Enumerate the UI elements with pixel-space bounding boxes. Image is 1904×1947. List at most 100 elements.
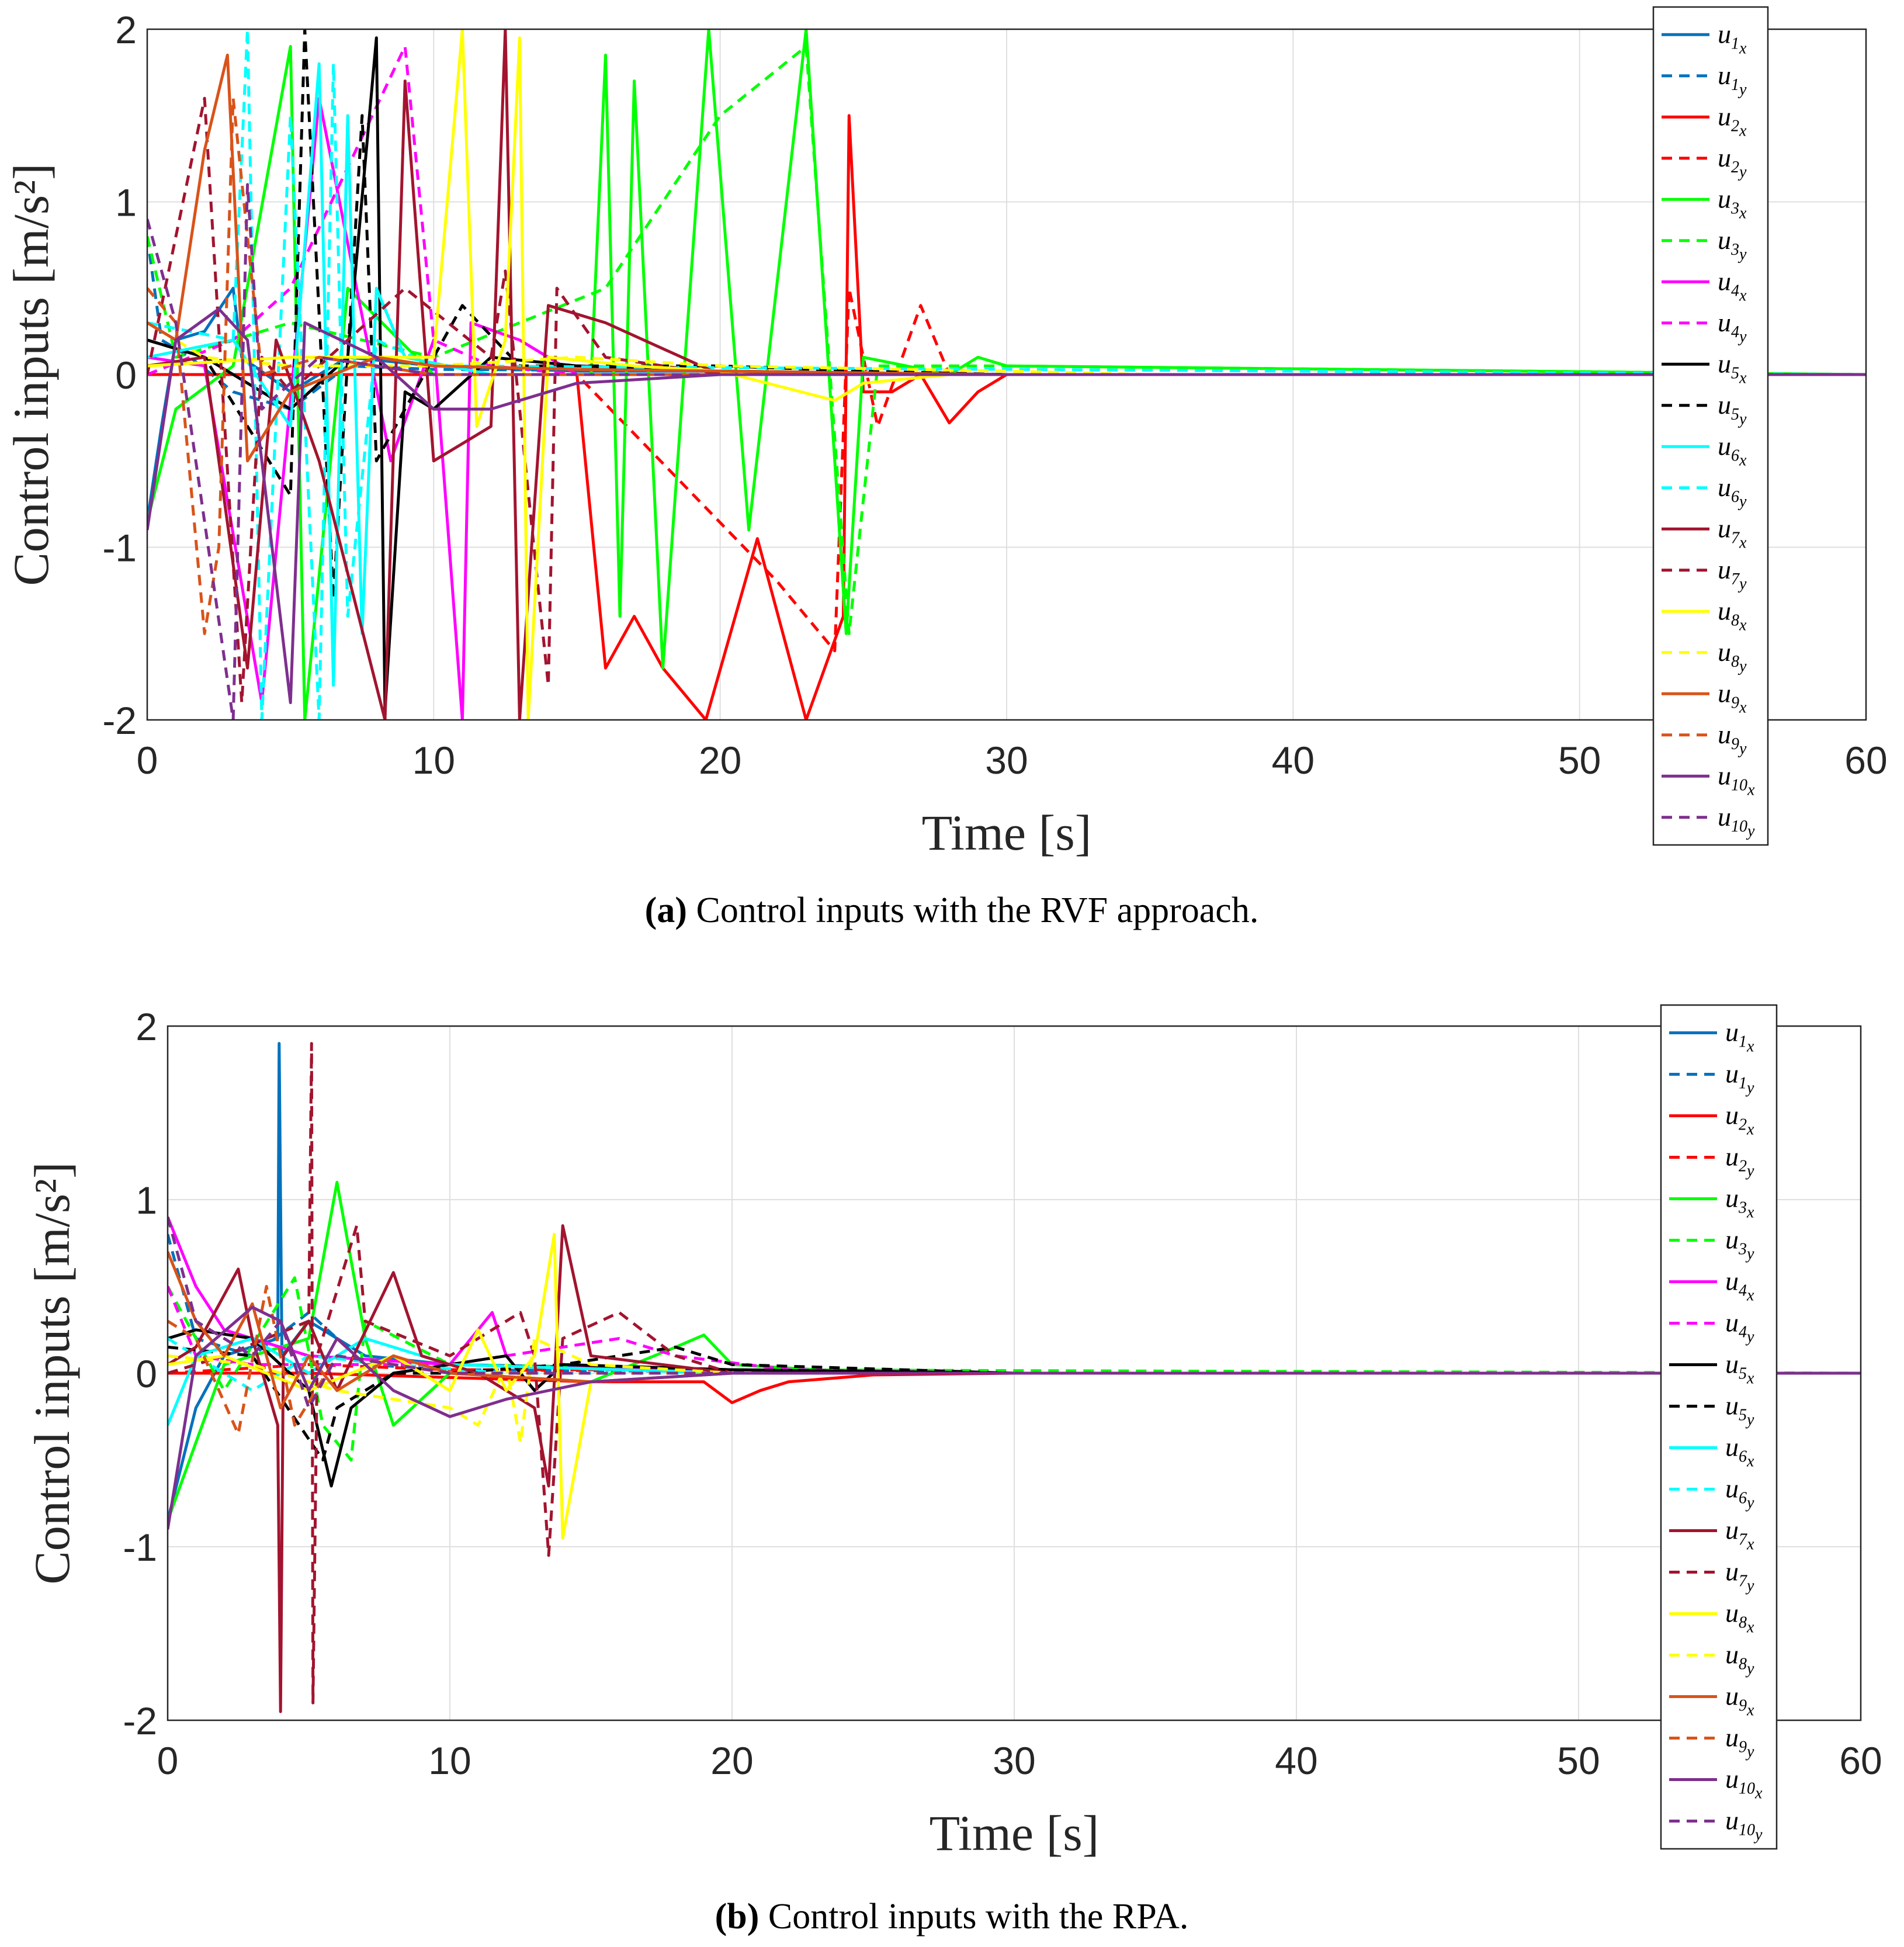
- legend-label-base: u: [1718, 225, 1731, 255]
- legend-label-u9x: u9x: [1718, 678, 1747, 716]
- legend-label-base: u: [1725, 1598, 1739, 1628]
- legend-label-axis: y: [1737, 328, 1747, 346]
- x-tick-label: 40: [1272, 739, 1315, 782]
- legend-label-index: 7: [1739, 1531, 1747, 1549]
- legend-label-index: 9: [1739, 1697, 1747, 1715]
- legend-label-u6y: u6y: [1718, 472, 1747, 511]
- legend-label-u8x: u8x: [1725, 1598, 1754, 1637]
- series-group: [168, 1042, 1861, 1713]
- legend-label-index: 7: [1731, 570, 1740, 588]
- legend-label-index: 4: [1731, 323, 1739, 341]
- legend-label-u9y: u9y: [1725, 1723, 1754, 1761]
- x-tick-label: 40: [1275, 1739, 1317, 1782]
- legend-label-u10x: u10x: [1725, 1764, 1763, 1803]
- legend-label-axis: y: [1737, 245, 1747, 264]
- legend-label-axis: x: [1746, 1287, 1754, 1305]
- legend-label-index: 3: [1738, 1241, 1747, 1259]
- legend-label-index: 3: [1730, 241, 1739, 259]
- legend-label-axis: y: [1753, 1826, 1763, 1844]
- legend-label-base: u: [1718, 183, 1731, 213]
- legend-label-base: u: [1725, 1764, 1739, 1794]
- legend-label-axis: y: [1745, 1743, 1754, 1761]
- legend-label-index: 1: [1739, 1033, 1747, 1051]
- y-tick-label: -2: [123, 1699, 157, 1742]
- x-tick-label: 50: [1558, 739, 1601, 782]
- legend-label-base: u: [1725, 1017, 1739, 1047]
- x-tick-label: 20: [699, 739, 741, 782]
- legend-label-axis: x: [1739, 39, 1747, 57]
- series-line-u8y: [168, 1337, 1861, 1444]
- legend-label-u2y: u2y: [1718, 143, 1747, 181]
- series-line-u9x: [147, 53, 1866, 463]
- legend-label-index: 5: [1731, 364, 1739, 382]
- legend-label-axis: x: [1739, 533, 1747, 552]
- caption-b-text: Control inputs with the RPA.: [759, 1897, 1188, 1936]
- legend-label-axis: x: [1739, 122, 1747, 140]
- legend-label-base: u: [1725, 1266, 1739, 1296]
- legend-label-axis: y: [1745, 1079, 1754, 1097]
- legend-label-base: u: [1725, 1640, 1739, 1669]
- legend-label-u1y: u1y: [1725, 1059, 1754, 1097]
- legend-label-u1x: u1x: [1725, 1017, 1754, 1056]
- legend-label-index: 8: [1739, 1614, 1747, 1632]
- legend-label-base: u: [1718, 555, 1731, 584]
- x-tick-label: 10: [412, 739, 455, 782]
- caption-b: (b) Control inputs with the RPA.: [715, 1897, 1189, 1936]
- legend-label-u3y: u3y: [1718, 225, 1747, 264]
- legend-label-axis: y: [1745, 1245, 1754, 1263]
- legend-label-base: u: [1718, 143, 1731, 172]
- y-tick-label: -1: [102, 526, 137, 570]
- legend-label-base: u: [1725, 1515, 1739, 1545]
- legend-label-axis: x: [1739, 616, 1747, 634]
- legend-label-index: 8: [1731, 653, 1739, 671]
- legend-label-u5y: u5y: [1718, 390, 1747, 428]
- y-tick-label: 1: [115, 181, 137, 224]
- legend-label-u3y: u3y: [1725, 1225, 1754, 1263]
- legend-label-index: 1: [1731, 34, 1739, 53]
- legend-label-base: u: [1718, 678, 1731, 708]
- x-axis-label: Time [s]: [930, 1805, 1100, 1861]
- legend-label-index: 9: [1731, 694, 1739, 712]
- series-line-u10x: [168, 1305, 1861, 1530]
- series-line-u10y: [147, 183, 1866, 720]
- legend-label-index: 3: [1738, 1199, 1747, 1217]
- legend-label-base: u: [1718, 390, 1731, 420]
- legend-label-index: 8: [1731, 611, 1739, 629]
- legend-label-axis: y: [1737, 740, 1747, 758]
- legend-label-u2x: u2x: [1718, 101, 1747, 140]
- legend-label-index: 9: [1731, 735, 1739, 753]
- legend-label-axis: y: [1737, 81, 1747, 99]
- x-tick-label: 30: [993, 1739, 1035, 1782]
- legend-label-u7x: u7x: [1725, 1515, 1754, 1554]
- legend-label-base: u: [1725, 1349, 1739, 1379]
- legend-label-base: u: [1718, 513, 1731, 543]
- legend-label-axis: x: [1739, 698, 1747, 716]
- legend-label-axis: x: [1746, 1453, 1754, 1471]
- caption-a: (a) Control inputs with the RVF approach…: [645, 891, 1259, 930]
- legend-label-index: 1: [1739, 1075, 1747, 1093]
- legend-label-axis: x: [1739, 286, 1747, 304]
- x-tick-label: 20: [710, 1739, 753, 1782]
- legend-label-index: 2: [1739, 1158, 1747, 1176]
- y-tick-label: -1: [123, 1526, 157, 1569]
- series-line-u7x: [168, 1224, 1861, 1713]
- legend-label-u8x: u8x: [1718, 595, 1747, 634]
- legend-label-axis: y: [1737, 493, 1747, 511]
- legend-label-u9y: u9y: [1718, 719, 1747, 758]
- legend-label-axis: x: [1754, 1785, 1763, 1803]
- legend-label-base: u: [1718, 472, 1731, 502]
- legend-label-index: 5: [1731, 406, 1739, 424]
- legend-label-base: u: [1725, 1557, 1739, 1586]
- legend-label-index: 7: [1739, 1572, 1747, 1591]
- legend-label-u3x: u3x: [1725, 1183, 1754, 1222]
- legend-label-axis: x: [1746, 1370, 1754, 1388]
- legend-label-base: u: [1725, 1059, 1739, 1089]
- y-axis-label: Control inputs [m/s²]: [24, 1162, 80, 1584]
- legend-label-u8y: u8y: [1718, 637, 1747, 675]
- legend-label-base: u: [1725, 1681, 1739, 1711]
- axes-box: [167, 1025, 1862, 1721]
- series-line-u2x: [147, 114, 1866, 720]
- x-tick-label: 50: [1557, 1739, 1600, 1782]
- legend-label-base: u: [1725, 1806, 1739, 1835]
- legend-label-axis: y: [1745, 1411, 1754, 1429]
